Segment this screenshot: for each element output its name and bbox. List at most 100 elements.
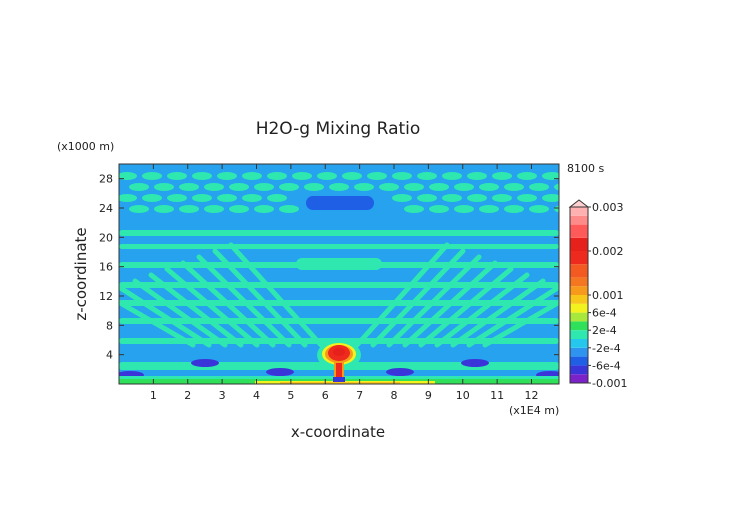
upper-blob: [192, 194, 212, 202]
upper-blob: [417, 172, 437, 180]
upper-blob: [417, 194, 437, 202]
colorbar: 0.003 0.002 0.001 6e-4 2e-4 -2e-4 -6e-4 -0.001: [568, 199, 627, 390]
left-streak: [228, 242, 324, 348]
y-tick-label: 16: [99, 261, 113, 274]
colorbar-level: [570, 330, 588, 339]
upper-blob: [254, 183, 274, 191]
upper-blob: [204, 183, 224, 191]
x-axis: 1 2 3 4 5 6 7 8 9 10 11 12: [150, 164, 539, 402]
plume-stem-base: [333, 377, 345, 382]
left-streak: [164, 266, 260, 348]
upper-blob: [279, 183, 299, 191]
colorbar-label: 2e-4: [592, 324, 617, 337]
negative-anomaly: [191, 359, 219, 367]
mid-capsule: [296, 258, 382, 270]
y-tick-label: 24: [99, 202, 113, 215]
upper-blob: [454, 183, 474, 191]
plume-stem-core: [336, 363, 342, 377]
upper-blob: [404, 183, 424, 191]
upper-blob: [454, 205, 474, 213]
upper-blob: [142, 194, 162, 202]
colorbar-label: 0.003: [592, 201, 624, 214]
y-axis: 4 8 12 16 20 24 28: [99, 173, 559, 362]
x-tick-label: 7: [356, 389, 363, 402]
plot-frame: [118, 163, 560, 385]
upper-blob: [542, 172, 559, 180]
right-streak: [482, 299, 559, 348]
colorbar-label: -0.001: [592, 377, 627, 390]
x-tick-label: 10: [456, 389, 470, 402]
colorbar-level: [570, 237, 588, 251]
upper-blob: [404, 205, 424, 213]
colorbar-level: [570, 347, 588, 357]
upper-blob: [479, 183, 499, 191]
negative-anomaly: [266, 368, 294, 376]
y-tick-label: 20: [99, 231, 113, 244]
upper-blob: [242, 194, 262, 202]
upper-blob: [267, 194, 287, 202]
right-streak: [370, 248, 466, 348]
upper-blob: [129, 183, 149, 191]
x-tick-label: 6: [322, 389, 329, 402]
upper-blob: [179, 205, 199, 213]
x-axis-label: x-coordinate: [291, 423, 385, 441]
upper-blob: [229, 205, 249, 213]
colorbar-label: -6e-4: [592, 359, 621, 372]
upper-blob: [192, 172, 212, 180]
upper-blob: [154, 183, 174, 191]
colorbar-level: [570, 264, 588, 278]
left-streak: [119, 299, 196, 348]
field-band: [119, 244, 559, 249]
upper-blob: [217, 194, 237, 202]
left-streak: [148, 272, 244, 348]
upper-blob: [504, 205, 524, 213]
upper-blob: [317, 172, 337, 180]
x-tick-label: 1: [150, 389, 157, 402]
left-streak: [196, 254, 292, 348]
upper-blob: [554, 205, 559, 213]
upper-blob: [492, 194, 512, 202]
colorbar-label: 0.001: [592, 289, 624, 302]
x-tick-label: 11: [490, 389, 504, 402]
colorbar-level: [570, 286, 588, 295]
upper-blob: [179, 183, 199, 191]
left-streak: [132, 278, 228, 348]
upper-blob: [367, 172, 387, 180]
colorbar-level: [570, 321, 588, 331]
upper-blob: [354, 183, 374, 191]
colorbar-level: [570, 339, 588, 348]
y-axis-label: z-coordinate: [72, 227, 90, 320]
upper-blob: [517, 172, 537, 180]
upper-blob: [429, 183, 449, 191]
upper-blob: [167, 172, 187, 180]
colorbar-label: 6e-4: [592, 307, 617, 320]
upper-blob: [279, 205, 299, 213]
right-streak: [418, 266, 514, 348]
upper-blob: [142, 172, 162, 180]
right-streak: [466, 284, 559, 348]
y-unit-label: (x1000 m): [57, 140, 114, 153]
upper-blob: [242, 172, 262, 180]
colorbar-level: [570, 356, 588, 366]
upper-blob: [229, 183, 249, 191]
colorbar-level: [570, 207, 588, 216]
upper-blob: [167, 194, 187, 202]
right-streak: [434, 272, 530, 348]
x-tick-label: 3: [219, 389, 226, 402]
upper-blob: [467, 194, 487, 202]
central-plume: [317, 340, 361, 382]
upper-blob: [467, 172, 487, 180]
x-tick-label: 4: [253, 389, 260, 402]
upper-blob: [504, 183, 524, 191]
upper-blob: [154, 205, 174, 213]
colorbar-level: [570, 251, 588, 265]
upper-blob: [392, 194, 412, 202]
left-streak: [119, 284, 212, 348]
upper-blob: [329, 183, 349, 191]
colorbar-label: -2e-4: [592, 342, 621, 355]
field-band: [119, 230, 559, 236]
colorbar-level: [570, 374, 588, 383]
surface-warm-strip-2: [280, 382, 400, 384]
y-tick-label: 8: [106, 319, 113, 332]
